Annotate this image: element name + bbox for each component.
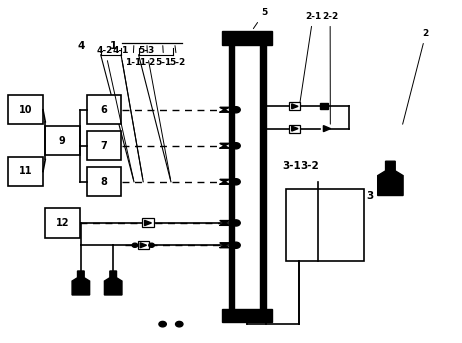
Bar	[45, 209, 79, 237]
Text: 3-1: 3-1	[282, 161, 301, 172]
Text: 2-1: 2-1	[300, 12, 321, 104]
Text: 11: 11	[18, 166, 32, 177]
Polygon shape	[378, 161, 403, 196]
Text: 9: 9	[59, 135, 66, 146]
Text: 1: 1	[109, 41, 117, 51]
Polygon shape	[323, 126, 330, 132]
Circle shape	[159, 321, 166, 327]
Text: 7: 7	[101, 141, 107, 151]
Circle shape	[176, 321, 183, 327]
Text: 6: 6	[101, 105, 107, 115]
Text: 5-2: 5-2	[169, 46, 185, 67]
Text: 5: 5	[253, 9, 267, 28]
Text: 1-2: 1-2	[140, 46, 156, 67]
Bar	[234, 45, 260, 309]
Polygon shape	[220, 179, 229, 184]
Bar	[289, 102, 300, 110]
Bar	[320, 103, 328, 109]
Text: 4-1: 4-1	[112, 46, 143, 179]
Polygon shape	[220, 143, 229, 148]
Text: 3-2: 3-2	[300, 161, 319, 172]
Polygon shape	[220, 243, 229, 248]
Text: 4-2: 4-2	[97, 46, 134, 179]
Bar	[45, 126, 79, 155]
Polygon shape	[140, 243, 146, 248]
Circle shape	[232, 143, 240, 149]
Text: 5-1: 5-1	[156, 46, 172, 67]
Circle shape	[149, 243, 154, 247]
Polygon shape	[220, 221, 229, 225]
Bar	[142, 218, 154, 227]
Text: 8: 8	[101, 177, 107, 187]
Bar	[87, 95, 121, 124]
Bar	[229, 45, 234, 309]
Bar	[138, 241, 149, 249]
Polygon shape	[292, 104, 298, 109]
Bar	[8, 157, 43, 186]
Bar	[289, 125, 300, 133]
Text: 10: 10	[18, 105, 32, 115]
Bar	[87, 131, 121, 161]
Text: 2-2: 2-2	[322, 12, 338, 124]
Text: 12: 12	[55, 218, 69, 228]
Circle shape	[232, 220, 240, 226]
Bar	[286, 189, 364, 261]
Bar	[8, 95, 43, 124]
Polygon shape	[72, 271, 90, 295]
Circle shape	[132, 243, 138, 247]
Bar	[222, 309, 272, 322]
Circle shape	[232, 107, 240, 113]
Polygon shape	[145, 220, 152, 226]
Polygon shape	[220, 107, 229, 112]
Bar	[260, 45, 266, 309]
Text: 2: 2	[402, 29, 429, 124]
Text: 3: 3	[366, 190, 373, 201]
Circle shape	[232, 179, 240, 185]
Circle shape	[232, 242, 240, 248]
Polygon shape	[292, 126, 298, 131]
Bar	[222, 31, 272, 45]
Text: 1-1: 1-1	[125, 46, 141, 67]
Text: 5-3: 5-3	[139, 46, 170, 179]
Bar	[87, 167, 121, 196]
Polygon shape	[104, 271, 122, 295]
Text: 4: 4	[77, 41, 85, 51]
